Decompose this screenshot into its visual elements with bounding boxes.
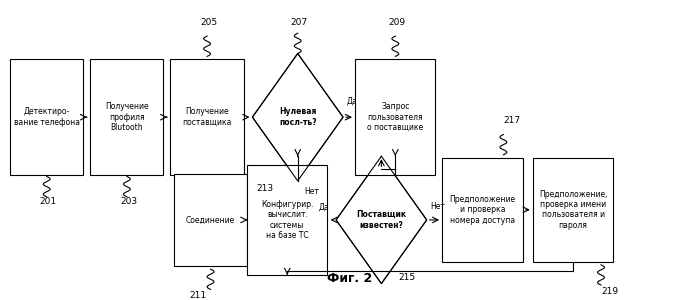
Text: 213: 213 — [256, 184, 273, 193]
Text: 201: 201 — [40, 197, 57, 206]
Text: Поставщик
известен?: Поставщик известен? — [356, 210, 407, 230]
Polygon shape — [336, 156, 427, 284]
Text: 203: 203 — [120, 197, 137, 206]
Text: 211: 211 — [190, 291, 206, 300]
Bar — [171, 59, 244, 175]
Text: 209: 209 — [389, 17, 405, 26]
Text: 219: 219 — [601, 287, 618, 296]
Text: 207: 207 — [290, 17, 308, 26]
Text: Да: Да — [318, 202, 329, 211]
Text: Запрос
пользователя
о поставщике: Запрос пользователя о поставщике — [368, 102, 424, 132]
Text: Соединение: Соединение — [186, 215, 235, 224]
Polygon shape — [253, 53, 343, 181]
Text: Предположение
и проверка
номера доступа: Предположение и проверка номера доступа — [449, 195, 515, 225]
Text: Фиг. 2: Фиг. 2 — [328, 272, 372, 285]
Text: Получение
поставщика: Получение поставщика — [183, 107, 232, 127]
Text: Конфигурир.
вычислит.
системы
на базе ТС: Конфигурир. вычислит. системы на базе ТС — [261, 200, 314, 240]
Text: 217: 217 — [503, 116, 521, 125]
Text: 215: 215 — [399, 274, 416, 283]
Bar — [90, 59, 164, 175]
Text: Да: Да — [346, 97, 357, 106]
Bar — [355, 59, 435, 175]
Bar — [533, 158, 613, 262]
Text: 205: 205 — [200, 17, 217, 26]
Text: Предположение,
проверка имени
пользователя и
пароля: Предположение, проверка имени пользовате… — [539, 190, 608, 230]
Text: Получение
профиля
Blutooth: Получение профиля Blutooth — [105, 102, 148, 132]
Bar — [247, 165, 328, 275]
Text: Нулевая
посл-ть?: Нулевая посл-ть? — [279, 107, 316, 127]
Bar — [10, 59, 83, 175]
Text: Нет: Нет — [430, 202, 445, 211]
Bar — [174, 174, 247, 266]
Text: Нет: Нет — [304, 187, 320, 196]
Bar — [442, 158, 523, 262]
Text: Детектиро-
вание телефона: Детектиро- вание телефона — [14, 107, 80, 127]
